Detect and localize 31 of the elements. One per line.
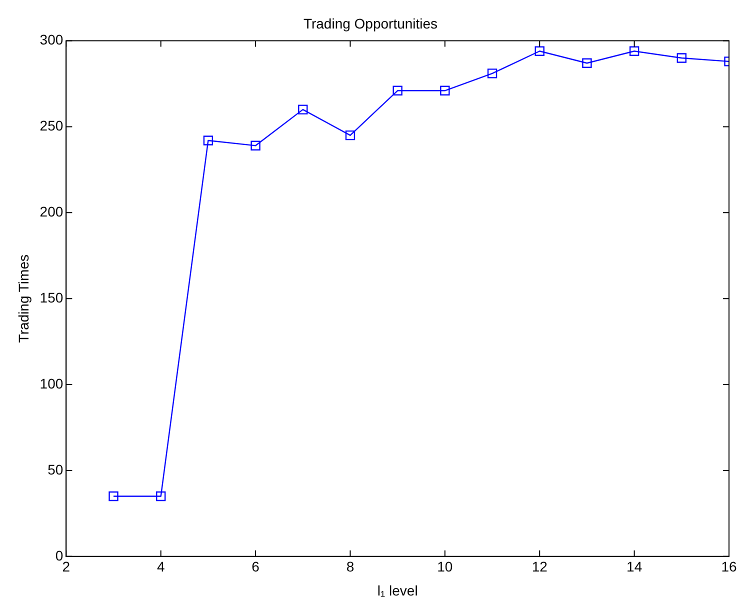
x-tick-label: 6: [252, 558, 260, 575]
point: [108, 491, 118, 502]
y-tick-label: 50: [48, 461, 64, 478]
x-tick-label: 8: [346, 558, 354, 575]
x-tick-label: 2: [62, 558, 70, 575]
y-tick-label: 100: [40, 375, 64, 392]
point: [676, 53, 686, 63]
point: [534, 46, 544, 56]
point: [487, 68, 498, 78]
x-tick-label: 14: [626, 558, 642, 575]
chart-title: Trading Opportunities: [303, 15, 438, 32]
point: [629, 46, 640, 56]
x-tick-label: 10: [437, 558, 453, 575]
y-tick-label: 0: [55, 547, 64, 564]
y-tick-label: 250: [40, 118, 64, 134]
point: [582, 58, 592, 68]
x-tick-label: 16: [721, 558, 737, 575]
point: [440, 86, 450, 96]
point: [345, 130, 356, 140]
point: [203, 136, 214, 146]
point: [250, 140, 260, 150]
y-tick-label: 300: [40, 32, 64, 48]
point: [392, 86, 402, 96]
y-tick-label: 150: [40, 289, 64, 306]
x-tick-label: 12: [532, 558, 548, 575]
point: [156, 491, 166, 502]
x-tick-label: 4: [156, 558, 165, 575]
y-axis-title: Trading Times: [15, 254, 32, 343]
point: [298, 104, 308, 114]
y-tick-label: 200: [40, 204, 64, 220]
x-axis-title: l₁ level: [377, 582, 418, 598]
